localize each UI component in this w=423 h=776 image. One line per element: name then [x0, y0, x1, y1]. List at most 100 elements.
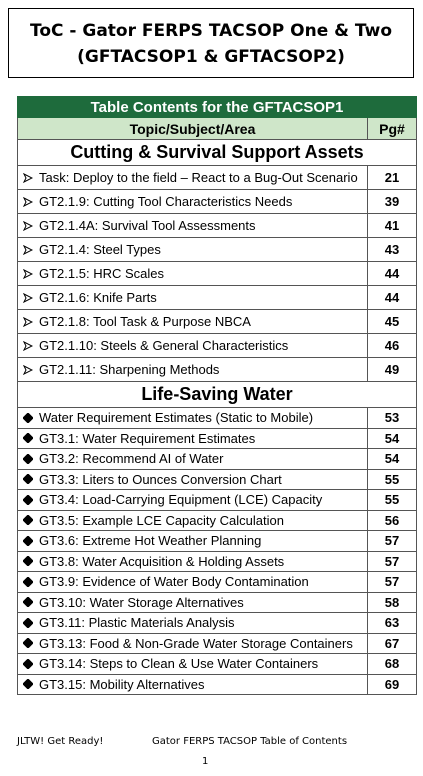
- diamond-bullet: [23, 494, 33, 505]
- page-ref: 53: [367, 408, 416, 428]
- page-ref: 54: [367, 449, 416, 469]
- topic-text: GT3.3: Liters to Ounces Conversion Chart: [39, 471, 282, 487]
- toc-row: GT3.3: Liters to Ounces Conversion Chart…: [17, 469, 417, 490]
- arrow-bullet: [23, 316, 33, 327]
- diamond-bullet: [23, 638, 33, 649]
- diamond-bullet: [23, 453, 33, 464]
- toc-row: GT2.1.10: Steels & General Characteristi…: [17, 334, 417, 358]
- toc-table: Table Contents for the GFTACSOP1 Topic/S…: [17, 96, 417, 695]
- column-label: Topic/Subject/Area: [129, 120, 256, 137]
- topic-text: GT2.1.4: Steel Types: [39, 242, 161, 257]
- topic: GT3.15: Mobility Alternatives: [18, 677, 367, 692]
- toc-row: Task: Deploy to the field – React to a B…: [17, 166, 417, 190]
- diamond-bullet: [23, 412, 33, 423]
- diamond-bullet: [23, 535, 33, 546]
- toc-row: GT3.14: Steps to Clean & Use Water Conta…: [17, 654, 417, 675]
- toc-row: GT3.9: Evidence of Water Body Contaminat…: [17, 572, 417, 593]
- toc-row: GT3.5: Example LCE Capacity Calculation 5…: [17, 510, 417, 531]
- diamond-bullet: [23, 474, 33, 485]
- toc-row: GT2.1.5: HRC Scales 44: [17, 262, 417, 286]
- title-box: ToC - Gator FERPS TACSOP One & Two (GFTA…: [8, 8, 414, 78]
- topic-text: GT3.4: Load-Carrying Equipment (LCE) Cap…: [39, 492, 323, 508]
- topic: GT3.13: Food & Non-Grade Water Storage C…: [18, 636, 367, 651]
- topic: GT3.11: Plastic Materials Analysis: [18, 615, 367, 630]
- topic: GT3.3: Liters to Ounces Conversion Chart: [18, 472, 367, 487]
- toc-row: GT3.2: Recommend AI of Water 54: [17, 449, 417, 470]
- page-ref: 57: [367, 531, 416, 551]
- topic: GT2.1.4: Steel Types: [18, 242, 367, 257]
- topic: GT3.9: Evidence of Water Body Contaminat…: [18, 574, 367, 589]
- arrow-bullet: [23, 172, 33, 183]
- arrow-bullet: [23, 220, 33, 231]
- diamond-bullet: [23, 576, 33, 587]
- topic-text: Water Requirement Estimates (Static to M…: [39, 410, 314, 426]
- diamond-bullet: [23, 515, 33, 526]
- page-ref: 21: [367, 166, 416, 189]
- topic: GT3.1: Water Requirement Estimates: [18, 431, 367, 446]
- topic-text: GT3.8: Water Acquisition & Holding Asset…: [39, 553, 285, 569]
- page-ref: 46: [367, 334, 416, 357]
- toc-row: GT2.1.9: Cutting Tool Characteristics Ne…: [17, 190, 417, 214]
- title-line: (GFTACSOP1 & GFTACSOP2): [77, 47, 345, 67]
- toc-row: GT2.1.11: Sharpening Methods 49: [17, 358, 417, 382]
- topic: GT3.14: Steps to Clean & Use Water Conta…: [18, 656, 367, 671]
- topic: GT3.2: Recommend AI of Water: [18, 451, 367, 466]
- topic-text: GT3.1: Water Requirement Estimates: [39, 430, 256, 446]
- topic: Task: Deploy to the field – React to a B…: [18, 170, 367, 185]
- toc-row: GT3.1: Water Requirement Estimates 54: [17, 428, 417, 449]
- arrow-bullet: [23, 292, 33, 303]
- page-number: 1: [202, 756, 209, 767]
- footer-center: Gator FERPS TACSOP Table of Contents: [152, 736, 348, 747]
- topic: GT2.1.5: HRC Scales: [18, 266, 367, 281]
- arrow-bullet: [23, 244, 33, 255]
- topic-text: GT3.2: Recommend AI of Water: [39, 451, 224, 467]
- page-ref: 57: [367, 551, 416, 571]
- toc-row: GT3.15: Mobility Alternatives 69: [17, 674, 417, 695]
- topic: GT2.1.4A: Survival Tool Assessments: [18, 218, 367, 233]
- topic: Water Requirement Estimates (Static to M…: [18, 410, 367, 425]
- page-ref: 56: [367, 510, 416, 530]
- page-ref: 44: [367, 286, 416, 309]
- topic-text: GT2.1.9: Cutting Tool Characteristics Ne…: [39, 194, 293, 209]
- diamond-bullet: [23, 556, 33, 567]
- topic: GT2.1.6: Knife Parts: [18, 290, 367, 305]
- topic-text: GT3.9: Evidence of Water Body Contaminat…: [39, 574, 309, 590]
- page-ref: 41: [367, 214, 416, 237]
- diamond-bullet: [23, 597, 33, 608]
- topic-text: GT3.11: Plastic Materials Analysis: [39, 615, 235, 631]
- section-title: Cutting & Survival Support Assets: [17, 140, 417, 166]
- arrow-bullet: [23, 268, 33, 279]
- topic-text: GT3.15: Mobility Alternatives: [39, 676, 205, 692]
- column-header: Topic/Subject/Area Pg#: [17, 118, 417, 140]
- diamond-bullet: [23, 433, 33, 444]
- page-ref: 55: [367, 490, 416, 510]
- page-ref: 54: [367, 428, 416, 448]
- page-ref: 55: [367, 469, 416, 489]
- topic-text: GT2.1.11: Sharpening Methods: [39, 362, 220, 377]
- toc-row: Water Requirement Estimates (Static to M…: [17, 408, 417, 429]
- topic: GT2.1.8: Tool Task & Purpose NBCA: [18, 314, 367, 329]
- diamond-bullet: [23, 617, 33, 628]
- toc-row: GT2.1.4A: Survival Tool Assessments 41: [17, 214, 417, 238]
- toc-row: GT2.1.8: Tool Task & Purpose NBCA 45: [17, 310, 417, 334]
- toc-row: GT3.8: Water Acquisition & Holding Asset…: [17, 551, 417, 572]
- arrow-bullet: [23, 340, 33, 351]
- diamond-bullet: [23, 679, 33, 690]
- topic: GT3.5: Example LCE Capacity Calculation: [18, 513, 367, 528]
- arrow-bullet: [23, 196, 33, 207]
- toc-row: GT3.13: Food & Non-Grade Water Storage C…: [17, 633, 417, 654]
- page-ref: 67: [367, 633, 416, 653]
- toc-row: GT2.1.4: Steel Types 43: [17, 238, 417, 262]
- topic-text: GT2.1.4A: Survival Tool Assessments: [39, 218, 256, 233]
- topic-text: GT2.1.10: Steels & General Characteristi…: [39, 338, 289, 353]
- page-ref: 57: [367, 572, 416, 592]
- diamond-bullet: [23, 658, 33, 669]
- page-ref: 58: [367, 592, 416, 612]
- toc-row: GT3.4: Load-Carrying Equipment (LCE) Cap…: [17, 490, 417, 511]
- footer-left: JLTW! Get Ready!: [17, 736, 104, 747]
- page-ref: 39: [367, 190, 416, 213]
- topic-text: GT2.1.8: Tool Task & Purpose NBCA: [39, 314, 251, 329]
- page-ref: 44: [367, 262, 416, 285]
- table-caption: Table Contents for the GFTACSOP1: [17, 96, 417, 118]
